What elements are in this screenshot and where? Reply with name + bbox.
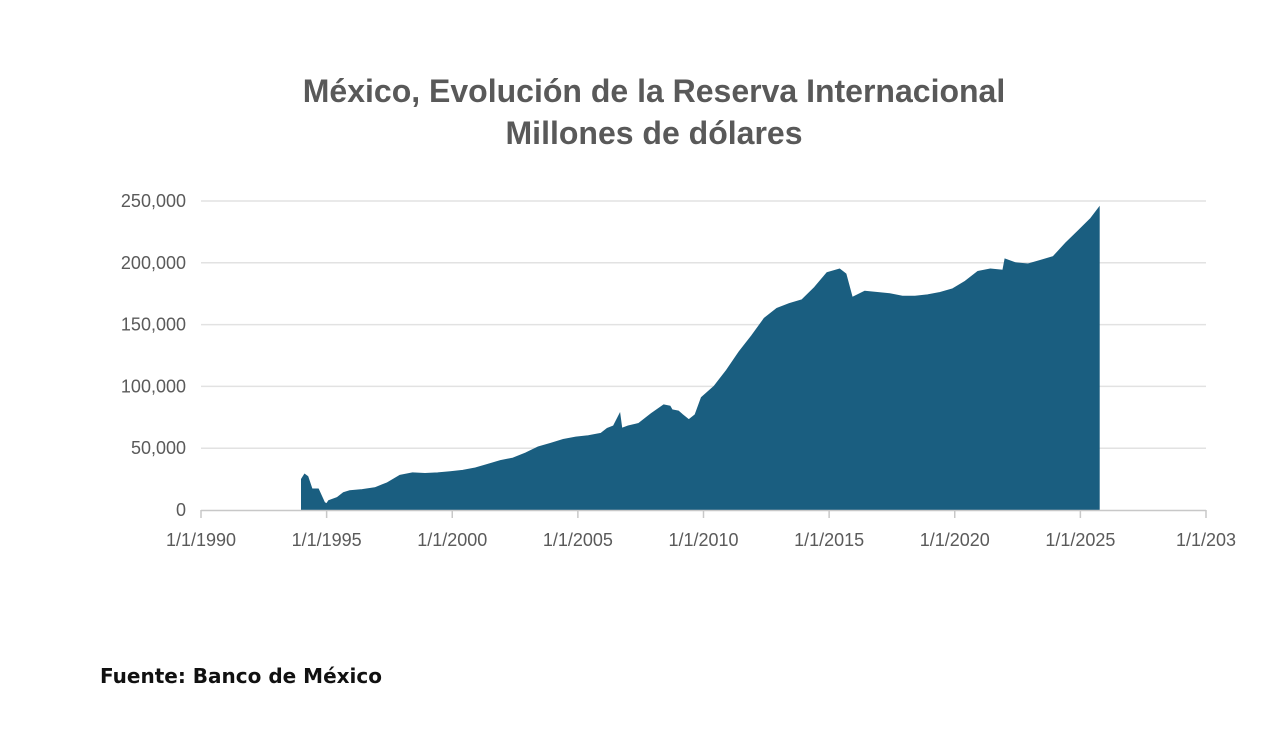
y-tick-label: 200,000: [121, 253, 186, 273]
y-tick-label: 250,000: [121, 191, 186, 211]
x-tick-label: 1/1/2025: [1045, 530, 1115, 550]
series-area-path: [301, 205, 1100, 511]
chart-title: México, Evolución de la Reserva Internac…: [302, 73, 1006, 109]
series-area: [301, 205, 1100, 511]
y-tick-label: 0: [176, 500, 186, 520]
source-note: Fuente: Banco de México: [100, 664, 382, 688]
y-tick-label: 100,000: [121, 376, 186, 396]
x-tick-labels: 1/1/1990 1/1/1995 1/1/2000 1/1/2005 1/1/2010…: [166, 530, 1236, 550]
y-tick-label: 50,000: [131, 438, 186, 458]
x-tick-label: 1/1/2005: [543, 530, 613, 550]
x-tick-label: 1/1/2010: [668, 530, 738, 550]
axes: [200, 509, 1207, 518]
chart-title-block: México, Evolución de la Reserva Internac…: [0, 70, 1274, 154]
x-tick-label: 1/1/203: [1176, 530, 1236, 550]
x-tick-label: 1/1/1990: [166, 530, 236, 550]
y-tick-labels: 0 50,000 100,000 150,000 200,000 250,000: [121, 191, 186, 520]
x-tick-label: 1/1/2015: [794, 530, 864, 550]
y-tick-label: 150,000: [121, 315, 186, 335]
x-tick-label: 1/1/2020: [920, 530, 990, 550]
x-tick-label: 1/1/2000: [417, 530, 487, 550]
x-tick-label: 1/1/1995: [292, 530, 362, 550]
chart-subtitle: Millones de dólares: [505, 115, 803, 151]
